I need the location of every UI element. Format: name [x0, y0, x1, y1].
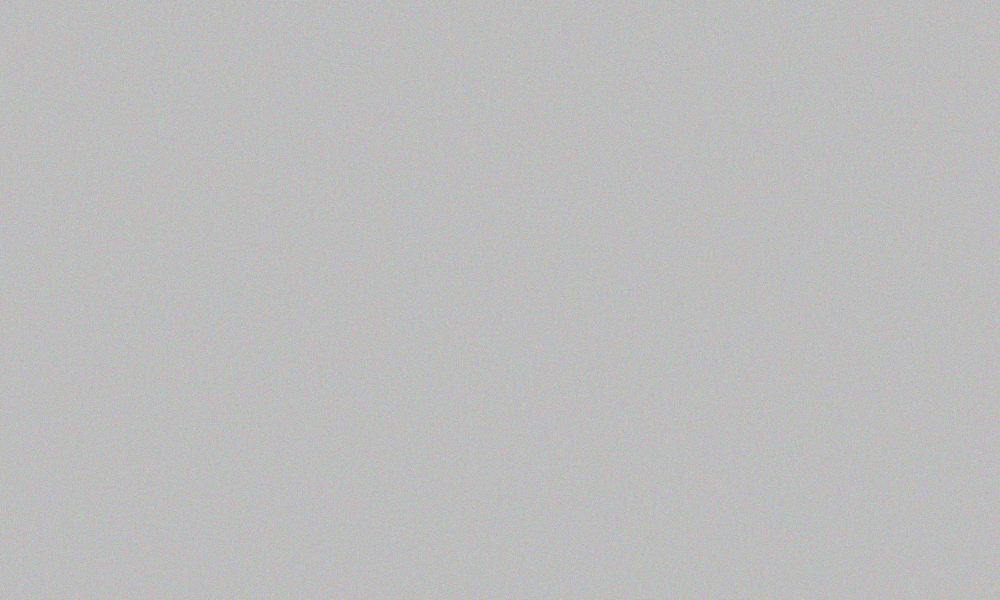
Y-axis label: 电压(mV): 电压(mV) [41, 235, 61, 311]
X-axis label: 容量(mAh): 容量(mAh) [501, 560, 589, 580]
